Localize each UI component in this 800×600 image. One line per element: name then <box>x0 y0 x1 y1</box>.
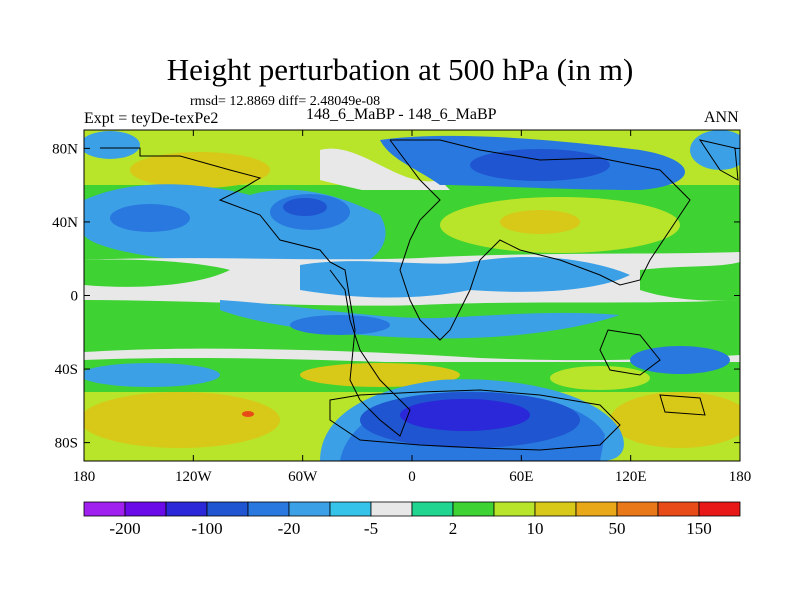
contour-fill <box>84 130 740 461</box>
colorbar-label: -200 <box>109 519 140 538</box>
colorbar-swatch <box>165 501 208 517</box>
colorbar-swatch <box>124 501 167 517</box>
colorbar-swatch <box>370 501 413 517</box>
colorbar-swatch <box>452 501 495 517</box>
colorbar-label: 50 <box>609 519 626 538</box>
colorbar-label: 10 <box>527 519 544 538</box>
rmsd-stats: rmsd= 12.8869 diff= 2.48049e-08 <box>190 94 381 109</box>
x-tick-label: 180 <box>73 469 96 485</box>
experiment-label: Expt = teyDe-texPe2 <box>84 110 219 127</box>
x-tick-label: 60E <box>509 469 533 485</box>
colorbar-label: -100 <box>191 519 222 538</box>
y-tick-label: 0 <box>71 289 79 305</box>
colorbar-label: 150 <box>686 519 712 538</box>
x-tick-label: 60W <box>288 469 318 485</box>
colorbar-swatch <box>493 501 536 517</box>
colorbar-swatch <box>247 501 290 517</box>
y-tick-label: 80N <box>52 141 78 157</box>
colorbar-swatch <box>616 501 659 517</box>
plot-title: Height perturbation at 500 hPa (in m) <box>166 52 634 87</box>
x-tick-label: 120E <box>615 469 647 485</box>
colorbar-swatch <box>288 501 331 517</box>
colorbar-swatch <box>575 501 618 517</box>
colorbar-label: 2 <box>449 519 458 538</box>
colorbar-swatch <box>329 501 372 517</box>
colorbar-swatch <box>411 501 454 517</box>
season-label: ANN <box>704 109 739 126</box>
y-tick-label: 40S <box>55 362 78 378</box>
x-tick-label: 180 <box>729 469 752 485</box>
colorbar: -200 -100 -20 -5 2 10 50 150 <box>83 501 741 538</box>
colorbar-label: -20 <box>278 519 301 538</box>
x-tick-label: 120W <box>175 469 213 485</box>
map-axes: 180 120W 60W 0 60E 120E 180 80N 40N 0 40S 80S <box>52 130 751 485</box>
y-tick-label: 80S <box>55 436 78 452</box>
comparison-label: 148_6_MaBP - 148_6_MaBP <box>306 106 497 123</box>
coastlines <box>100 139 739 451</box>
colorbar-swatch <box>698 501 741 517</box>
colorbar-label: -5 <box>364 519 378 538</box>
x-tick-label: 0 <box>408 469 416 485</box>
colorbar-swatch <box>534 501 577 517</box>
y-tick-label: 40N <box>52 215 78 231</box>
colorbar-swatch <box>657 501 700 517</box>
colorbar-swatch <box>206 501 249 517</box>
colorbar-swatch <box>83 501 126 517</box>
